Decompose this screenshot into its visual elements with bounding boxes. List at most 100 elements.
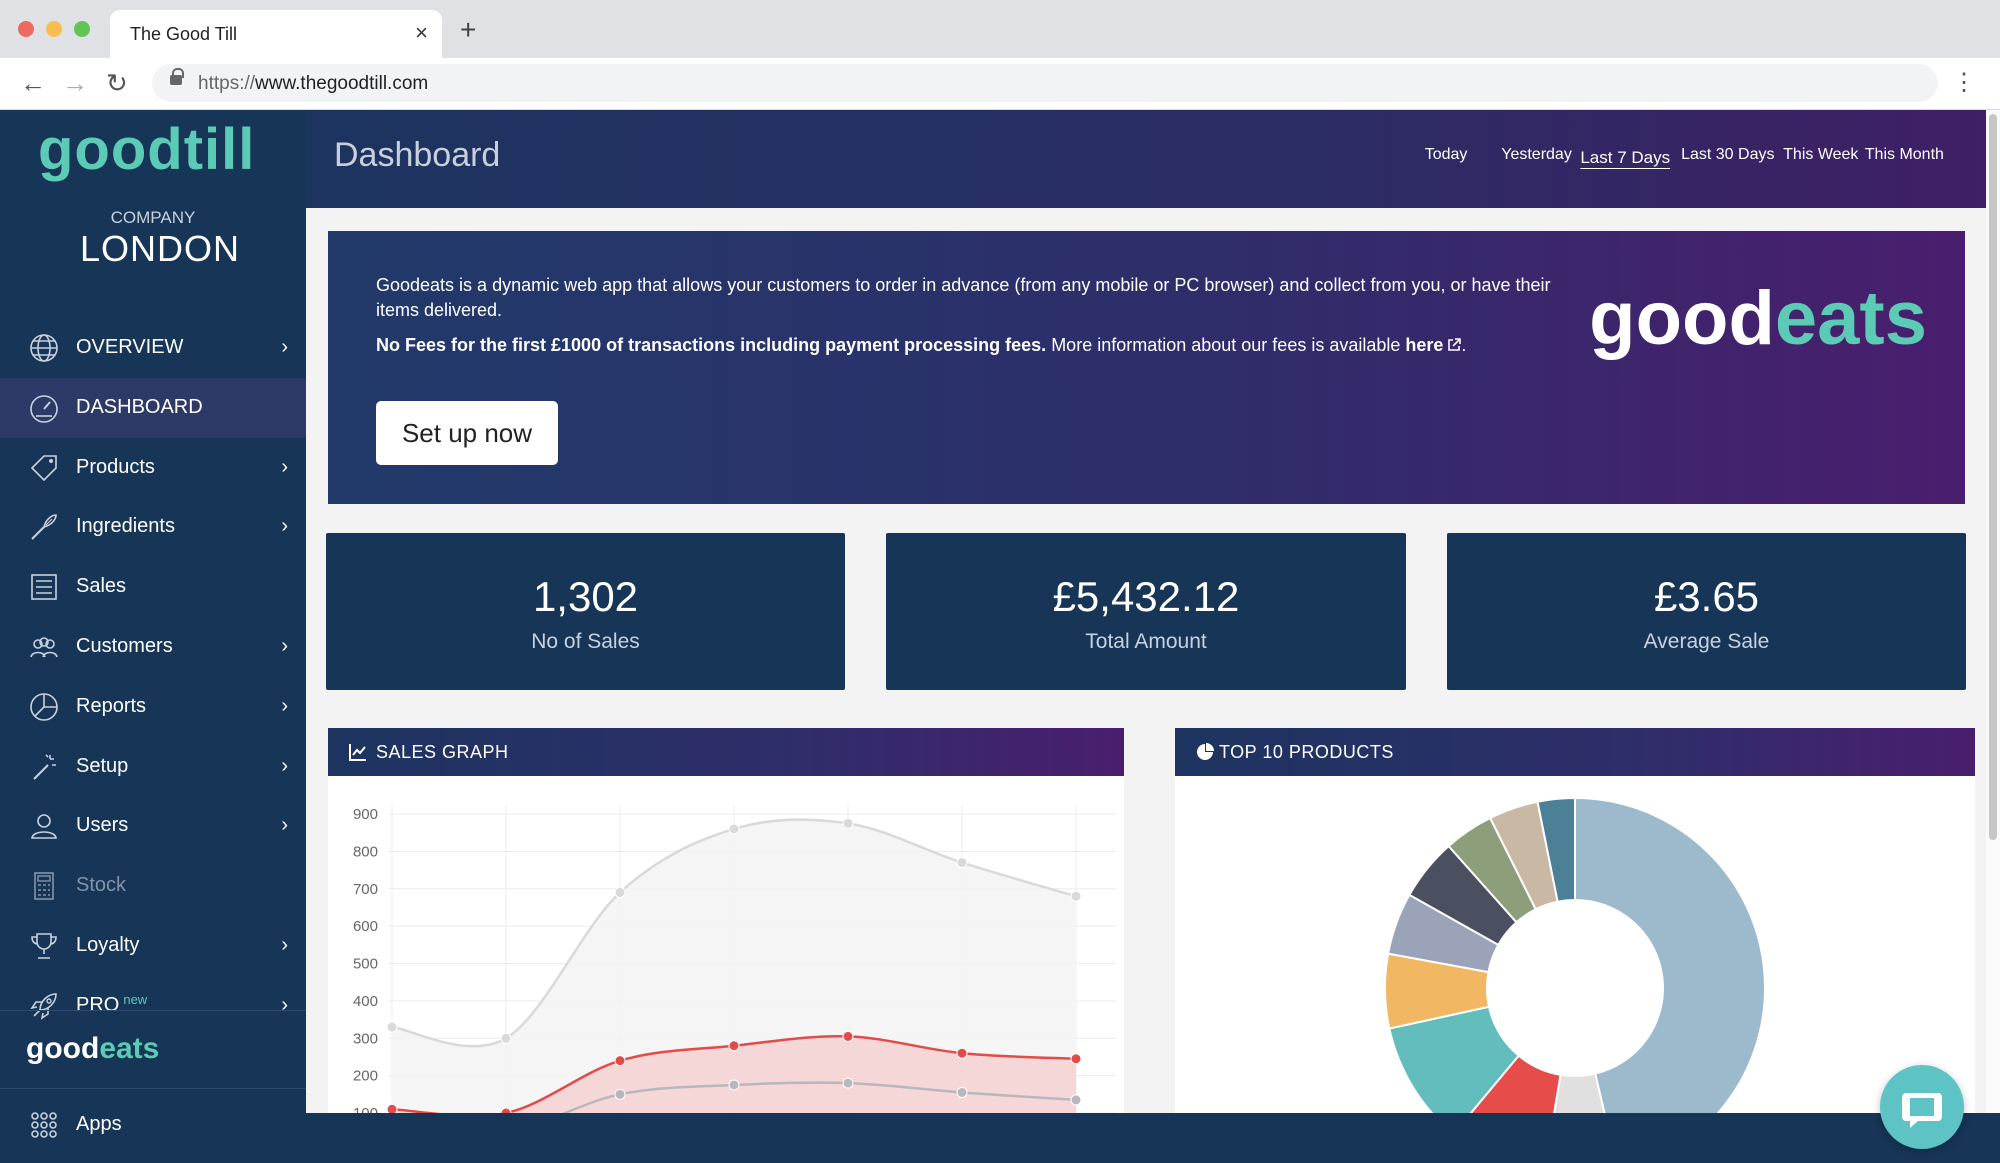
y-tick-label: 300 bbox=[353, 1030, 378, 1047]
sidebar-item-apps[interactable]: Apps bbox=[0, 1095, 306, 1155]
y-tick-label: 100 bbox=[353, 1105, 378, 1113]
data-point[interactable] bbox=[500, 1032, 512, 1044]
back-icon[interactable]: ← bbox=[20, 68, 46, 98]
range-today[interactable]: Today bbox=[1424, 146, 1468, 163]
sidebar-divider bbox=[0, 1010, 306, 1011]
chevron-right-icon: › bbox=[281, 754, 288, 777]
sidebar-item-sales[interactable]: Sales bbox=[0, 557, 306, 617]
goodeats-banner: Goodeats is a dynamic web app that allow… bbox=[328, 231, 1965, 504]
trophy-icon bbox=[28, 930, 60, 962]
banner-description: Goodeats is a dynamic web app that allow… bbox=[376, 275, 1551, 320]
donut-slice[interactable] bbox=[1574, 796, 1766, 1163]
range-this-month[interactable]: This Month bbox=[1864, 146, 1944, 163]
sidebar-item-label: Sales bbox=[76, 575, 127, 598]
stat-value: £5,432.12 bbox=[1052, 573, 1240, 620]
chat-launcher-button[interactable] bbox=[1880, 1065, 1964, 1149]
people-icon bbox=[28, 631, 60, 663]
sidebar-item-reports[interactable]: Reports › bbox=[0, 677, 306, 737]
chevron-right-icon: › bbox=[281, 515, 288, 538]
data-point[interactable] bbox=[842, 1077, 854, 1089]
stat-value: £3.65 bbox=[1653, 573, 1760, 620]
y-tick-label: 500 bbox=[353, 956, 378, 973]
sidebar-item-label: Stock bbox=[76, 874, 127, 897]
sidebar-item-products[interactable]: Products › bbox=[0, 438, 306, 498]
data-point[interactable] bbox=[956, 1047, 968, 1059]
sidebar-item-loyalty[interactable]: Loyalty › bbox=[0, 916, 306, 976]
range-last-30-days[interactable]: Last 30 Days bbox=[1681, 146, 1775, 163]
stat-value: 1,302 bbox=[532, 573, 639, 620]
sidebar-item-customers[interactable]: Customers › bbox=[0, 617, 306, 677]
data-point[interactable] bbox=[842, 1030, 854, 1042]
url-text: https://www.thegoodtill.com bbox=[198, 73, 429, 94]
sidebar: goodtill COMPANY LONDON OVERVIEW › DASHBOA… bbox=[0, 110, 306, 1163]
sidebar-item-label: Reports bbox=[76, 694, 147, 717]
fees-info-link[interactable]: here bbox=[1405, 335, 1444, 355]
address-bar[interactable]: https://www.thegoodtill.com bbox=[152, 64, 1938, 102]
chevron-right-icon: › bbox=[281, 934, 288, 956]
top-products-title: TOP 10 PRODUCTS bbox=[1219, 742, 1394, 762]
data-point[interactable] bbox=[386, 1021, 398, 1033]
donut-slice[interactable] bbox=[1536, 796, 1576, 903]
goodeats-banner-logo: goodeats bbox=[1589, 276, 1927, 361]
reload-icon[interactable]: ↻ bbox=[106, 68, 128, 98]
tag-icon bbox=[28, 452, 60, 484]
minimize-window-button[interactable] bbox=[46, 21, 62, 37]
data-point[interactable] bbox=[956, 1086, 968, 1098]
range-last-7-days[interactable]: Last 7 Days bbox=[1580, 148, 1671, 167]
stat-label: Total Amount bbox=[1085, 630, 1207, 653]
data-point[interactable] bbox=[1070, 890, 1082, 902]
set-up-now-button[interactable]: Set up now bbox=[376, 401, 558, 465]
maximize-window-button[interactable] bbox=[74, 21, 90, 37]
data-point[interactable] bbox=[614, 1055, 626, 1067]
close-tab-icon[interactable]: × bbox=[415, 20, 428, 45]
sales-graph-header: SALES GRAPH bbox=[328, 728, 1124, 776]
chevron-right-icon: › bbox=[281, 814, 288, 837]
stat-card-total-amount: £5,432.12 Total Amount bbox=[886, 533, 1406, 690]
forward-icon[interactable]: → bbox=[62, 68, 88, 98]
sidebar-item-overview[interactable]: OVERVIEW › bbox=[0, 318, 306, 378]
sidebar-item-ingredients[interactable]: Ingredients › bbox=[0, 497, 306, 557]
scrollbar-thumb[interactable] bbox=[1989, 114, 1997, 840]
magic-wand-icon bbox=[28, 751, 60, 783]
range-yesterday[interactable]: Yesterday bbox=[1501, 146, 1572, 163]
external-link-icon[interactable] bbox=[1447, 338, 1462, 352]
data-point[interactable] bbox=[956, 857, 968, 869]
sales-graph-title: SALES GRAPH bbox=[376, 742, 509, 762]
close-window-button[interactable] bbox=[18, 21, 34, 37]
new-badge: new bbox=[123, 991, 148, 1007]
data-point[interactable] bbox=[728, 1040, 740, 1052]
y-tick-label: 700 bbox=[353, 881, 378, 898]
top-products-donut-chart bbox=[1384, 796, 1766, 1163]
sidebar-item-users[interactable]: Users › bbox=[0, 796, 306, 856]
chevron-right-icon: › bbox=[281, 635, 288, 657]
new-tab-button[interactable]: + bbox=[460, 14, 477, 45]
goodeats-logo[interactable]: goodeats bbox=[26, 1032, 160, 1065]
chevron-right-icon: › bbox=[281, 336, 288, 358]
sidebar-item-pro[interactable]: PRO new › bbox=[0, 976, 306, 1036]
top-products-header: TOP 10 PRODUCTS bbox=[1175, 728, 1975, 776]
data-point[interactable] bbox=[614, 886, 626, 898]
range-this-week[interactable]: This Week bbox=[1783, 146, 1859, 163]
company-label: COMPANY bbox=[110, 208, 196, 227]
data-point[interactable] bbox=[1070, 1094, 1082, 1106]
sidebar-item-setup[interactable]: Setup › bbox=[0, 737, 306, 797]
lock-icon bbox=[170, 68, 184, 85]
pie-chart-icon bbox=[28, 691, 60, 723]
browser-menu-icon[interactable]: ⋮ bbox=[1952, 69, 1976, 96]
sales-line-chart: 900 800 700 600 500 400 300 200 100 bbox=[353, 806, 1116, 1138]
sidebar-item-dashboard[interactable]: DASHBOARD bbox=[0, 377, 306, 438]
globe-icon bbox=[28, 332, 60, 364]
sidebar-item-stock[interactable]: Stock bbox=[0, 856, 306, 916]
data-point[interactable] bbox=[842, 817, 854, 829]
data-point[interactable] bbox=[1070, 1053, 1082, 1065]
data-point[interactable] bbox=[614, 1088, 626, 1100]
browser-tab[interactable]: The Good Till × bbox=[110, 10, 442, 58]
data-point[interactable] bbox=[386, 1103, 398, 1115]
data-point[interactable] bbox=[728, 823, 740, 835]
data-point[interactable] bbox=[728, 1079, 740, 1091]
sidebar-item-label: Users bbox=[76, 814, 129, 837]
goodtill-logo[interactable]: goodtill bbox=[38, 117, 256, 182]
whisk-icon bbox=[28, 511, 60, 543]
stat-card-sales-count: 1,302 No of Sales bbox=[326, 533, 845, 690]
page-scrollbar[interactable] bbox=[1986, 110, 2000, 1113]
